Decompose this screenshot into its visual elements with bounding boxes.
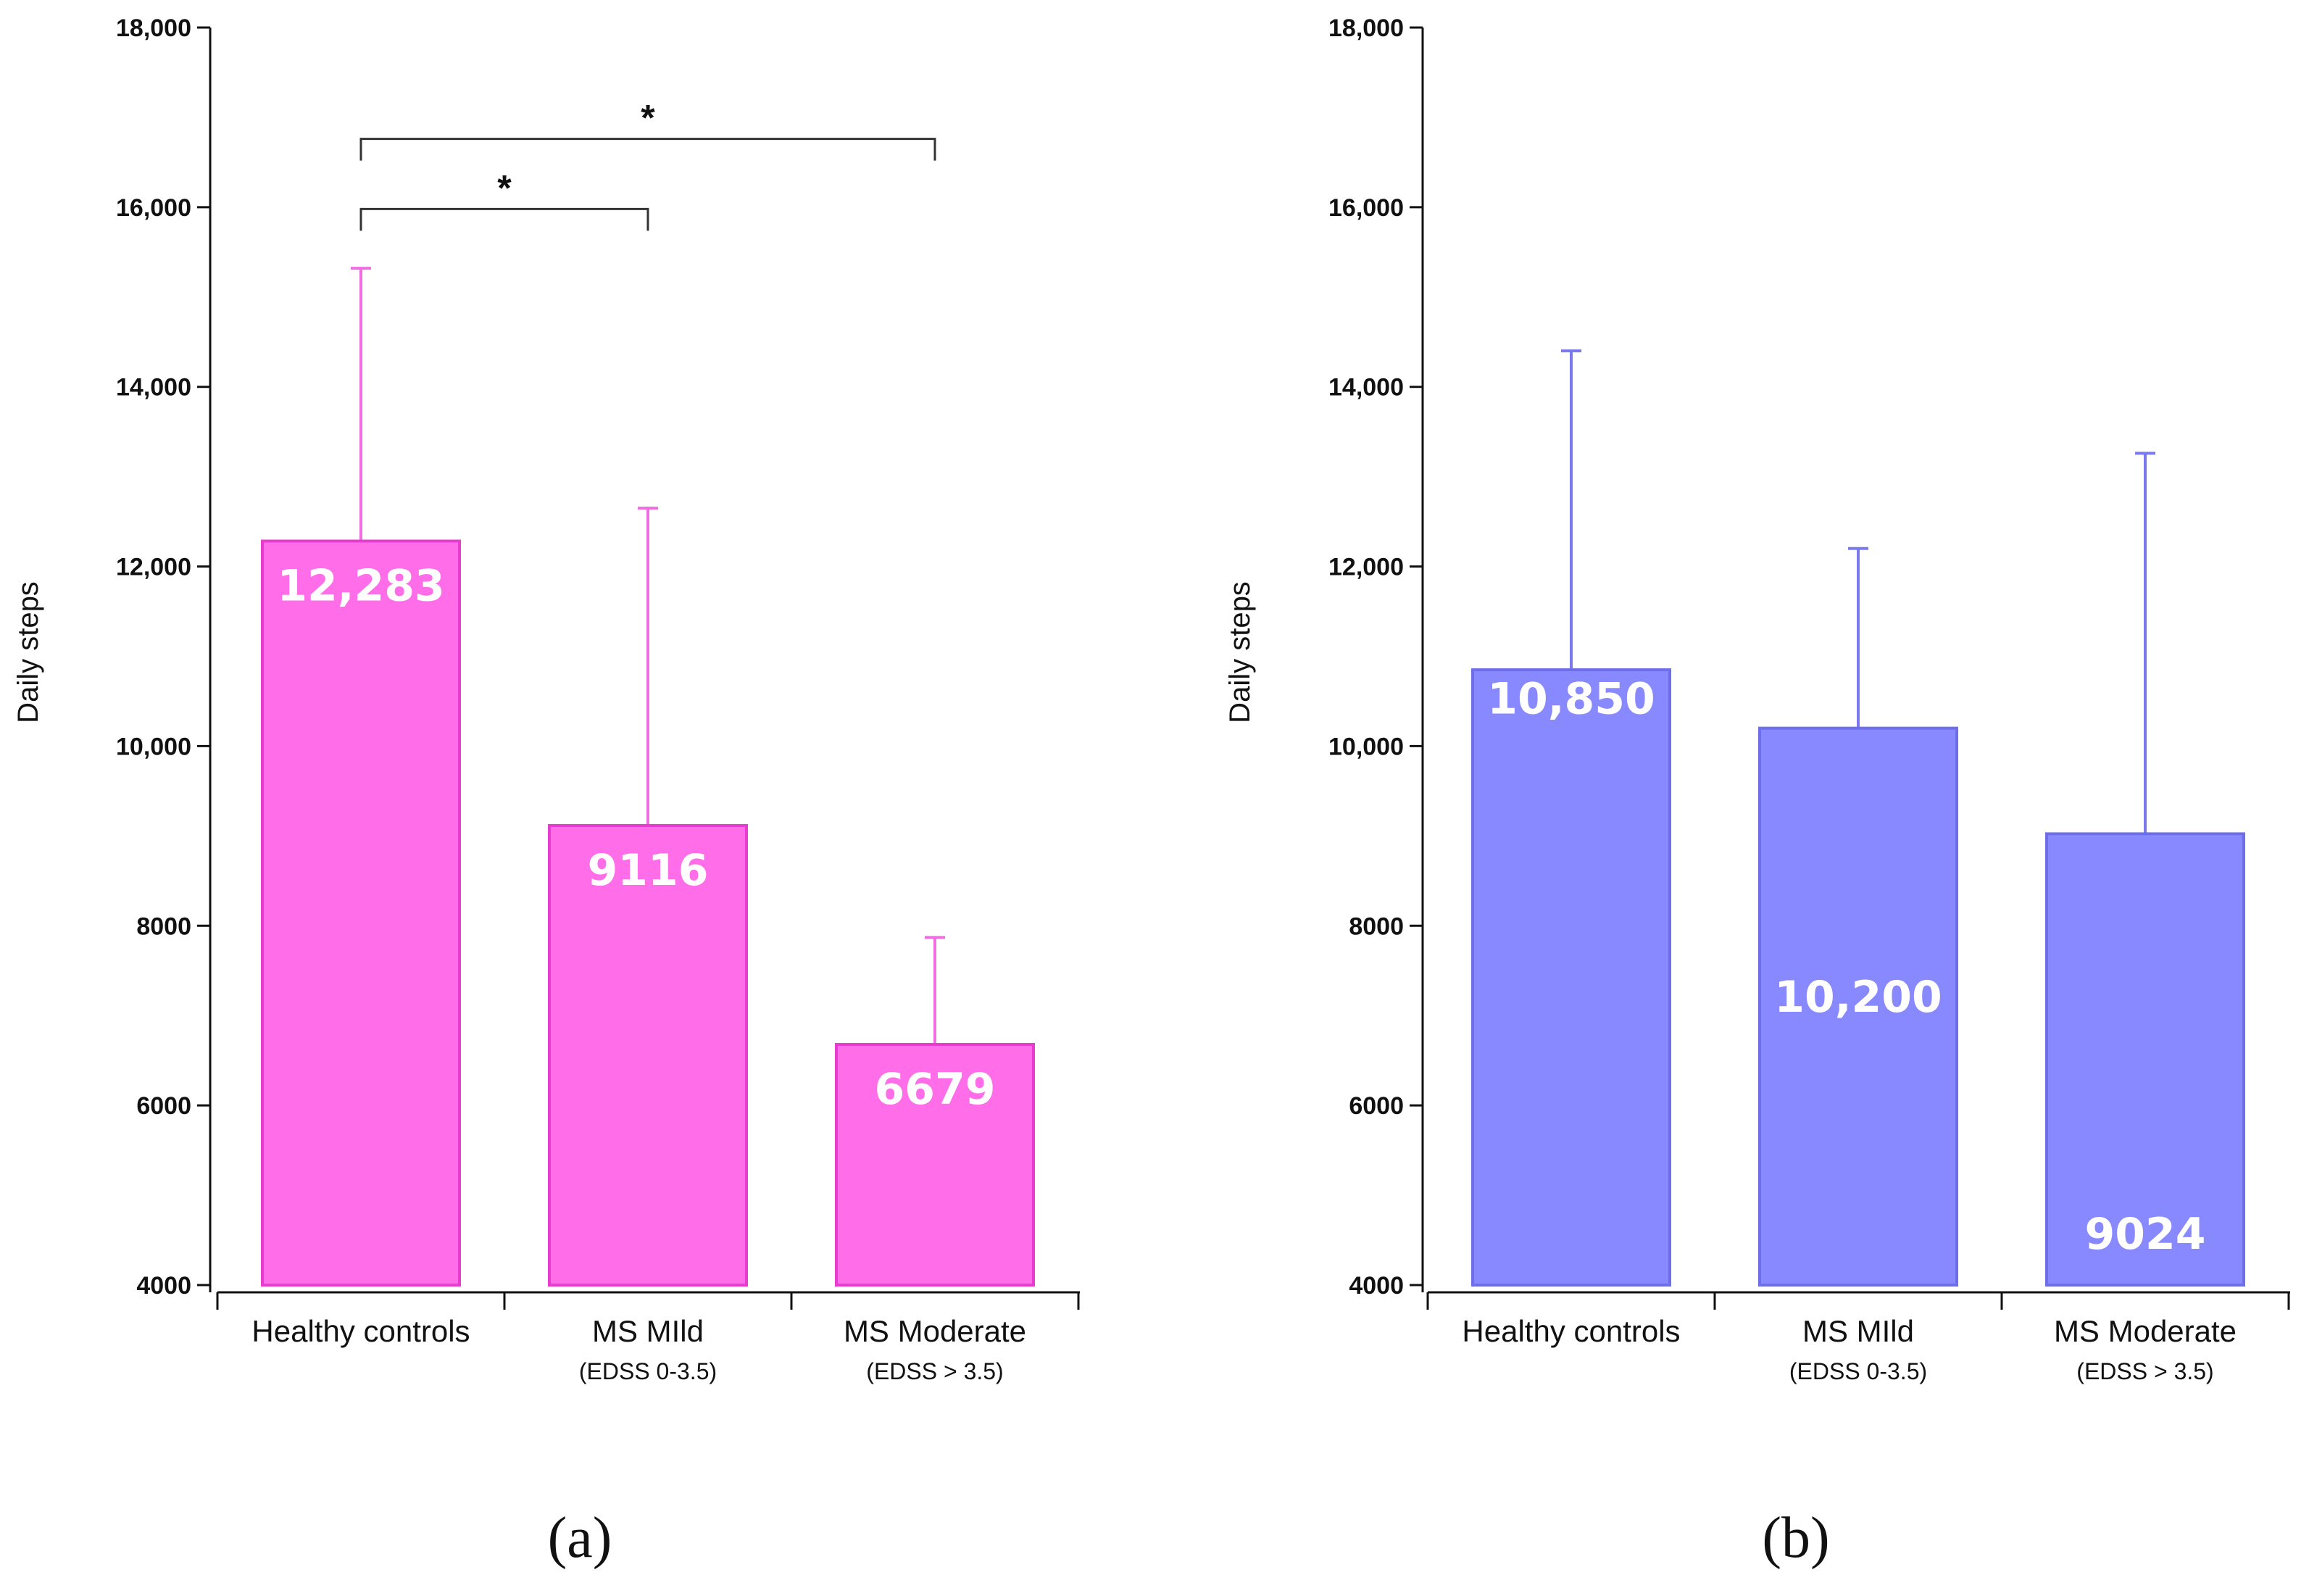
y-tick-label: 14,000 [1328,374,1404,402]
bar-value-label: 10,200 [1774,972,1942,1023]
x-category-sublabel: (EDSS > 3.5) [866,1358,1003,1384]
chart-panel-a: 4000 6000 8000 10,000 12,000 14,000 16,000 18,0… [12,14,1080,1570]
x-category-label: MS MIld [1802,1314,1914,1348]
y-tick-label: 16,000 [116,194,191,222]
y-tick-label: 6000 [136,1092,191,1120]
y-tick-label: 4000 [1349,1272,1404,1300]
bar-value-label: 10,850 [1487,674,1655,725]
panel-label: (b) [1762,1506,1829,1570]
panel-label: (a) [548,1506,612,1570]
y-tick-label: 4000 [136,1272,191,1300]
chart-panel-b: 4000 6000 8000 10,000 12,000 14,000 16,000 18,0… [1224,14,2290,1570]
bar-ms-moderate [2045,832,2245,1287]
bar-ms-mild [1758,726,1958,1287]
y-axis-title: Daily steps [1224,581,1256,723]
y-tick-label: 12,000 [116,554,191,581]
y-tick-label: 8000 [1349,913,1404,940]
y-axis-title: Daily steps [12,581,44,723]
y-tick-label: 8000 [136,913,191,940]
bar-ms-moderate [835,1042,1035,1287]
bar-healthy-controls [261,539,461,1287]
x-category-sublabel: (EDSS > 3.5) [2076,1358,2213,1384]
y-tick-label: 18,000 [1328,14,1404,42]
y-tick-label: 16,000 [1328,194,1404,222]
bar-ms-mild [548,823,748,1287]
x-category-label: MS MIld [592,1314,704,1348]
bar-value-label: 12,283 [277,560,445,611]
bar-healthy-controls [1471,668,1671,1287]
bar-value-label: 6679 [875,1064,996,1115]
y-tick-label: 12,000 [1328,554,1404,581]
y-tick-label: 10,000 [1328,733,1404,760]
x-category-sublabel: (EDSS 0-3.5) [1789,1358,1927,1384]
y-tick-label: 18,000 [116,14,191,42]
y-tick-label: 6000 [1349,1092,1404,1120]
bar-value-label: 9024 [2085,1209,2206,1260]
bar-value-label: 9116 [588,845,709,896]
significance-bracket [359,138,936,161]
significance-star: * [497,167,512,208]
x-category-sublabel: (EDSS 0-3.5) [579,1358,717,1384]
x-category-label: Healthy controls [1462,1314,1680,1348]
y-tick-label: 10,000 [116,733,191,760]
x-category-label: Healthy controls [251,1314,470,1348]
y-tick-label: 14,000 [116,374,191,402]
x-category-label: MS Moderate [844,1314,1026,1348]
significance-bracket [359,207,649,231]
significance-star: * [641,98,655,138]
x-category-label: MS Moderate [2054,1314,2237,1348]
